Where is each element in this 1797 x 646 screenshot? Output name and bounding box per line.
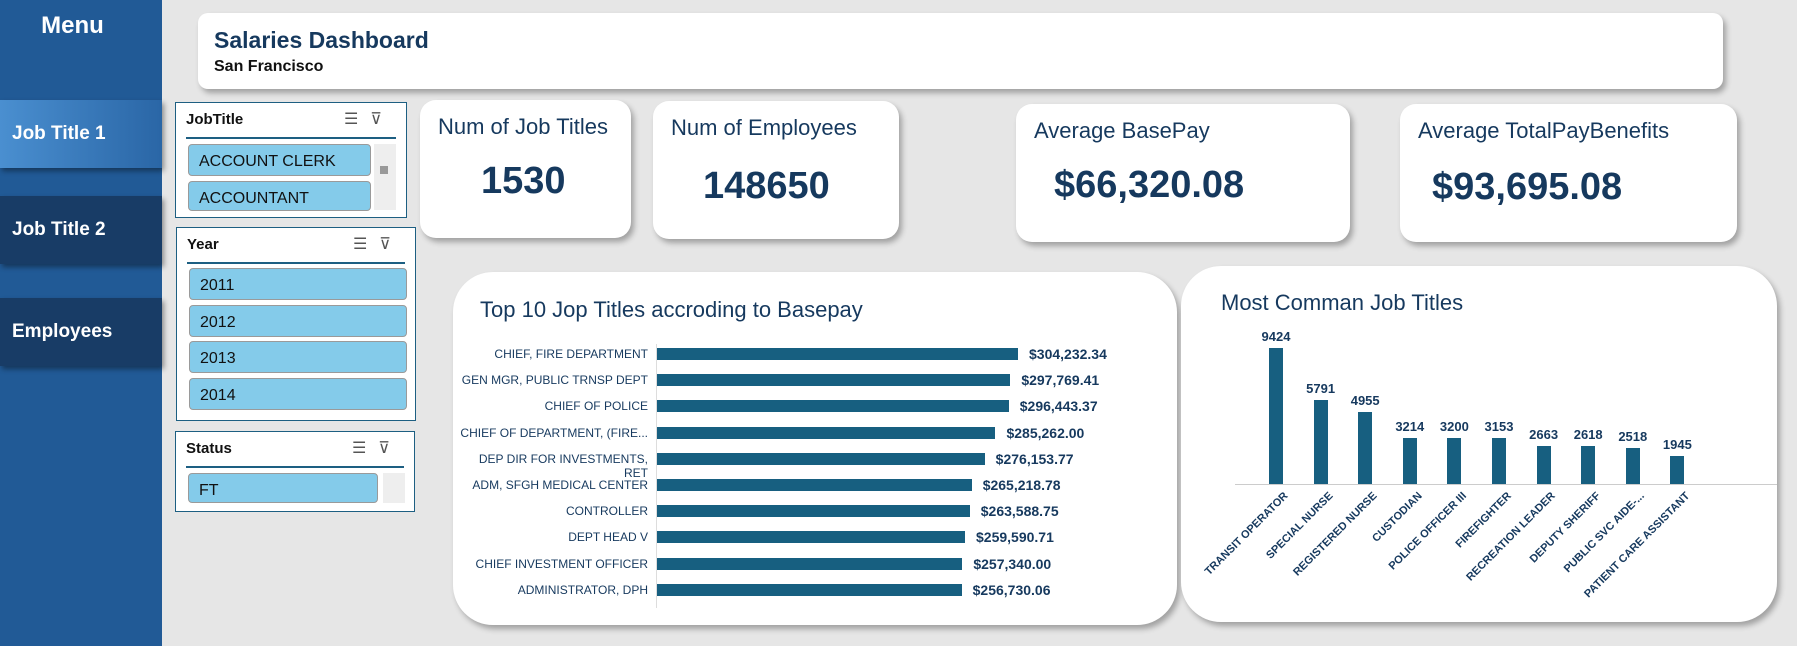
bar-category-label: DEPT HEAD V — [568, 530, 648, 545]
column-value-label: 3153 — [1484, 419, 1514, 435]
column-value-label: 3200 — [1439, 418, 1469, 434]
bar — [657, 452, 985, 465]
nav-job-title-1[interactable]: Job Title 1 — [0, 100, 162, 168]
chart-title: Most Comman Job Titles — [1221, 290, 1464, 315]
bar-category-label: CHIEF, FIRE DEPARTMENT — [494, 347, 648, 361]
column-value-label: 9424 — [1261, 329, 1291, 344]
bar-category-label: ADM, SFGH MEDICAL CENTER — [472, 478, 648, 492]
column — [1402, 437, 1417, 484]
column — [1269, 348, 1283, 484]
column — [1536, 445, 1551, 484]
axis-line — [1235, 484, 1777, 485]
slicer-item[interactable]: 2012 — [189, 305, 407, 337]
scrollbar[interactable] — [374, 144, 396, 210]
slicer-item[interactable]: 2013 — [189, 341, 407, 373]
kpi-num-job-titles: Num of Job Titles 1530 — [420, 100, 631, 238]
column-category-label: TRANSIT OPERATOR — [1202, 490, 1291, 578]
slicer-item[interactable]: 2014 — [189, 378, 407, 410]
column-category-label: PUBLIC SVC AIDE-... — [1562, 490, 1648, 576]
bar-category-label: CHIEF OF DEPARTMENT, (FIRE... — [460, 425, 648, 440]
bar-value-label: $296,443.37 — [1019, 398, 1098, 415]
menu-title: Menu — [41, 12, 104, 39]
bar-category-label: CHIEF OF POLICE — [544, 399, 648, 414]
bar — [657, 348, 1018, 360]
bar-value-label: $285,262.00 — [1006, 424, 1085, 441]
kpi-label: Num of Job Titles — [438, 114, 608, 139]
jobtitle-slicer: JobTitle ☰⊽ ACCOUNT CLERK ACCOUNTANT — [175, 102, 407, 218]
bar-category-label: GEN MGR, PUBLIC TRNSP DEPT — [461, 373, 648, 388]
kpi-average-basepay: Average BasePay $66,320.08 — [1016, 104, 1350, 242]
bar — [657, 374, 1011, 387]
bar — [657, 426, 996, 439]
page-subtitle: San Francisco — [214, 58, 324, 75]
header-card: Salaries Dashboard San Francisco — [198, 13, 1723, 89]
column — [1581, 446, 1596, 484]
column-value-label: 4955 — [1350, 393, 1380, 409]
slicer-item[interactable]: 2011 — [189, 268, 407, 300]
scrollbar[interactable] — [383, 473, 405, 503]
bar-category-label: CHIEF INVESTMENT OFFICER — [475, 556, 648, 571]
bar-value-label: $257,340.00 — [973, 555, 1052, 572]
axis-line — [656, 344, 657, 608]
chart-title: Top 10 Jop Titles accroding to Basepay — [480, 297, 863, 322]
kpi-average-totalpaybenefits: Average TotalPayBenefits $93,695.08 — [1400, 104, 1737, 242]
most-common-job-titles-chart: Most Comman Job Titles 9424 TRANSIT OPERA… — [1181, 266, 1777, 622]
bar-category-label: ADMINISTRATOR, DPH — [517, 582, 648, 597]
bar-value-label: $297,769.41 — [1021, 372, 1100, 389]
bar — [657, 583, 962, 596]
column — [1670, 455, 1685, 484]
column — [1447, 437, 1462, 484]
bar — [657, 557, 963, 570]
column-value-label: 2618 — [1573, 427, 1603, 443]
nav-employees[interactable]: Employees — [0, 298, 162, 366]
column-value-label: 1945 — [1662, 436, 1692, 452]
bar-value-label: $263,588.75 — [980, 503, 1059, 520]
column — [1625, 447, 1640, 484]
column-value-label: 2663 — [1529, 426, 1559, 442]
bar-category-label: DEP DIR FOR INVESTMENTS, RET — [478, 451, 648, 480]
kpi-label: Average BasePay — [1034, 118, 1210, 143]
kpi-value: 148650 — [703, 165, 830, 207]
bar-value-label: $259,590.71 — [976, 529, 1054, 546]
bar — [657, 531, 966, 544]
bar — [657, 505, 970, 518]
status-slicer: Status ☰⊽ FT — [175, 431, 415, 512]
column — [1492, 438, 1506, 484]
kpi-label: Num of Employees — [671, 115, 857, 140]
kpi-label: Average TotalPayBenefits — [1418, 118, 1670, 143]
year-slicer: Year ☰⊽ 2011 2012 2013 2014 — [176, 227, 416, 421]
column — [1358, 412, 1373, 484]
slicer-title: Year — [187, 236, 219, 253]
nav-job-title-2[interactable]: Job Title 2 — [0, 196, 162, 264]
slicer-title: Status — [186, 440, 232, 457]
kpi-value: $66,320.08 — [1054, 164, 1245, 206]
kpi-num-employees: Num of Employees 148650 — [653, 101, 899, 239]
column-category-label: RECREATION LEADER — [1464, 490, 1559, 584]
sidebar: Menu Job Title 1 Job Title 2 Employees — [0, 0, 162, 646]
column-value-label: 2518 — [1618, 428, 1648, 444]
multiselect-clear-filter-icons[interactable]: ☰⊽ — [351, 440, 402, 457]
column-category-label: POLICE OFFICER III — [1386, 490, 1469, 573]
bar-value-label: $276,153.77 — [995, 450, 1074, 467]
bar — [657, 400, 1009, 413]
slicer-item[interactable]: ACCOUNT CLERK — [188, 144, 371, 176]
multiselect-clear-filter-icons[interactable]: ☰⊽ — [343, 111, 394, 128]
bar-category-label: CONTROLLER — [565, 504, 648, 519]
kpi-value: $93,695.08 — [1432, 166, 1623, 208]
slicer-title: JobTitle — [186, 111, 244, 128]
column-category-label: REGISTERED NURSE — [1291, 490, 1380, 579]
bar-value-label: $256,730.06 — [972, 581, 1051, 598]
column-value-label: 3214 — [1395, 418, 1425, 434]
page-title: Salaries Dashboard — [214, 27, 429, 53]
bar — [657, 479, 972, 491]
multiselect-clear-filter-icons[interactable]: ☰⊽ — [352, 236, 403, 253]
kpi-value: 1530 — [481, 160, 566, 202]
top10-basepay-chart: Top 10 Jop Titles accroding to Basepay C… — [453, 272, 1177, 625]
slicer-item[interactable]: ACCOUNTANT — [188, 181, 371, 211]
column — [1313, 400, 1328, 484]
bar-value-label: $265,218.78 — [982, 477, 1061, 493]
column-value-label: 5791 — [1306, 381, 1336, 397]
bar-value-label: $304,232.34 — [1029, 346, 1107, 362]
slicer-item[interactable]: FT — [188, 473, 378, 503]
